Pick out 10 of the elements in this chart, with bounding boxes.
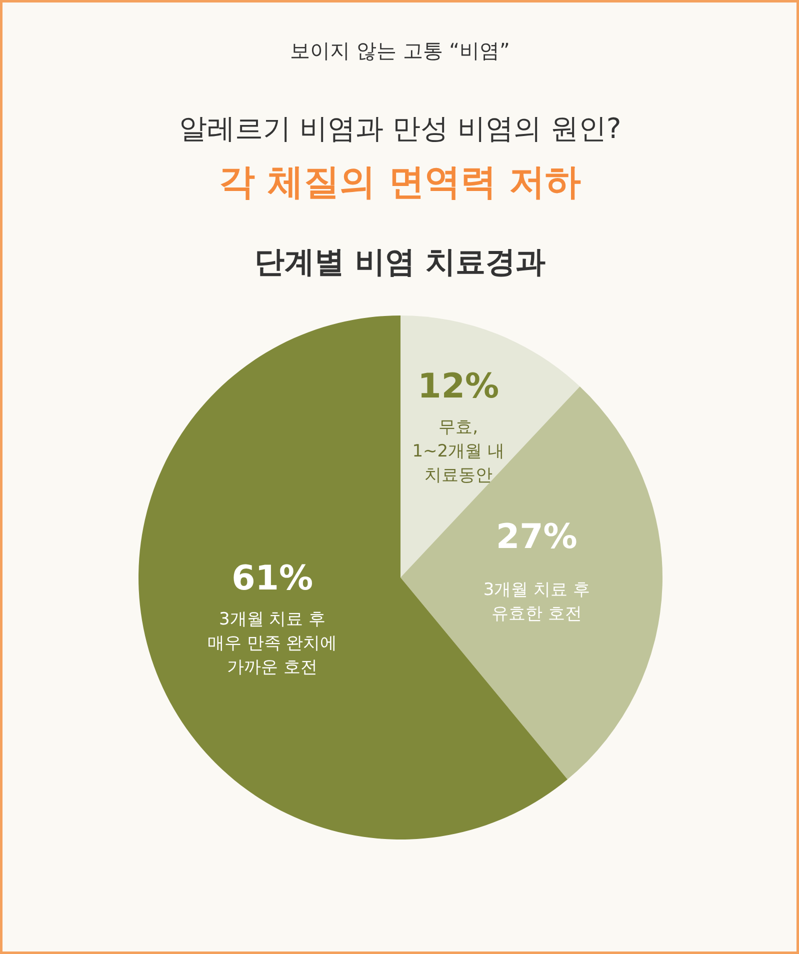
data-label: 12% [418, 366, 500, 406]
data-label: 61% [232, 558, 314, 599]
chart-title: 보이지 않는 고통 “비염” [290, 38, 510, 62]
slice-label: 3개월 치료 후 유효한 호전 [483, 580, 590, 624]
data-label: 27% [496, 516, 578, 557]
slice-label: 무효, 1~2개월 내 치료동안 [412, 417, 505, 486]
text: 단계별 비염 치료경과 [254, 245, 546, 280]
chart-subtitle: 알레르기 비염과 만성 비염의 원인? [178, 112, 622, 145]
text: 각 체질의 면역력 저하 [219, 162, 581, 203]
slice-label: 3개월 치료 후 매우 만족 완치에 가까운 호전 [207, 610, 338, 678]
